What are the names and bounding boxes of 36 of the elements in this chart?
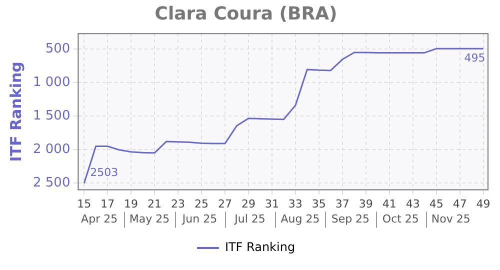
x-tick-label: 19	[124, 197, 138, 210]
text: Apr 25	[81, 212, 118, 226]
x-tick-label: 21	[148, 197, 162, 210]
data-label: 2503	[90, 166, 118, 180]
x-tick-label: 41	[382, 197, 396, 210]
text: Oct 25	[382, 212, 419, 226]
x-tick-label: 15	[77, 197, 92, 210]
y-tick-label: 2 500	[33, 175, 70, 190]
chart-title: Clara Coura (BRA)	[154, 3, 338, 24]
x-tick-label: 47	[452, 197, 467, 210]
x-tick-label: 29	[241, 197, 256, 210]
x-tick-label: 31	[264, 197, 279, 210]
x-tick-label: 33	[288, 197, 302, 210]
x-tick-label: 39	[358, 197, 373, 210]
y-axis-title: ITF Ranking	[6, 62, 25, 162]
y-tick-label: 1 500	[33, 108, 70, 124]
x-tick-label: 49	[476, 197, 490, 210]
y-tick-label: 500	[45, 41, 70, 56]
text: Nov 25	[431, 212, 470, 226]
y-tick-label: 2 000	[33, 142, 70, 157]
data-label: 495	[464, 52, 486, 65]
x-tick-label: 35	[312, 197, 326, 210]
x-tick-label: 23	[171, 197, 186, 210]
x-tick-label: 17	[100, 197, 115, 210]
legend-label: ITF Ranking	[224, 240, 296, 254]
text: Jul 25	[234, 212, 266, 226]
text: Jun 25	[181, 212, 218, 226]
x-tick-label: 37	[335, 197, 350, 210]
text: Sep 25	[331, 212, 370, 226]
x-tick-label: 45	[429, 197, 444, 210]
text: May 25	[129, 212, 170, 226]
y-tick-label: 1 000	[33, 74, 70, 90]
x-tick-label: 43	[406, 197, 420, 210]
text: Aug 25	[280, 212, 320, 226]
x-tick-label: 27	[218, 197, 232, 210]
x-tick-label: 25	[194, 197, 209, 210]
